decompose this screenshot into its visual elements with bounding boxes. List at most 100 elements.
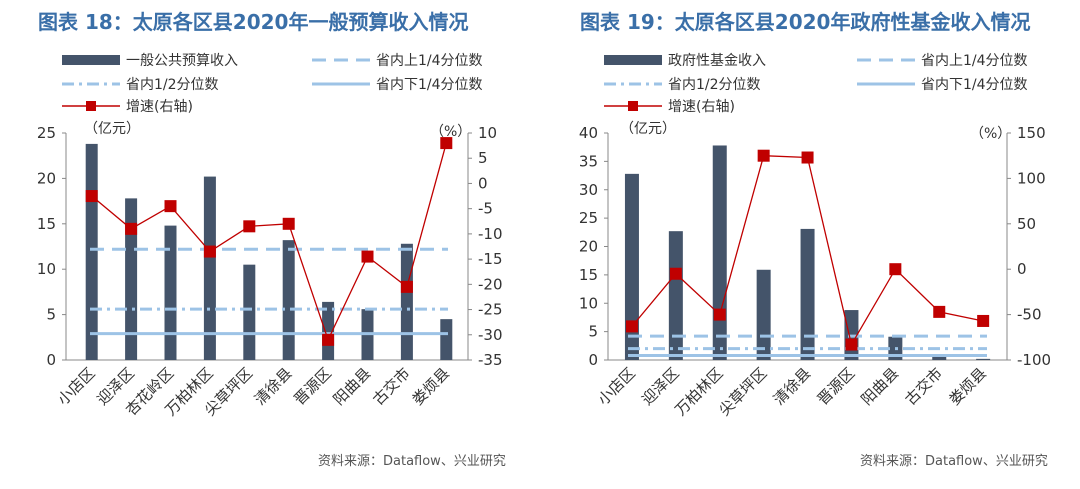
y-tick-label-right: -25 [478, 301, 503, 319]
growth-point [361, 250, 374, 263]
legend-swatch-bar [604, 55, 662, 65]
x-tick-label: 晋源区 [290, 364, 335, 409]
y-tick-label-right: 0 [1017, 260, 1027, 278]
y-tick-label-right: 100 [1017, 169, 1046, 187]
legend-swatch-marker [86, 101, 96, 111]
chart-panel-fund-revenue: 图表 19：太原各区县2020年政府性基金收入情况 政府性基金收入 省内上1/4分… [540, 0, 1080, 489]
x-tick-label: 清徐县 [251, 364, 296, 409]
growth-point [977, 314, 990, 327]
chart-title: 图表 19：太原各区县2020年政府性基金收入情况 [580, 10, 1031, 34]
legend-label: 省内1/2分位数 [668, 77, 761, 93]
source-note: 资料来源：Dataflow、兴业研究 [860, 454, 1048, 469]
y-tick-label-right: 10 [478, 124, 497, 142]
growth-point [801, 151, 814, 164]
x-tick-label: 娄烦县 [945, 364, 990, 409]
legend-label: 省内下1/4分位数 [376, 77, 483, 93]
growth-point [713, 308, 726, 321]
y-tick-label-left: 15 [37, 215, 56, 233]
x-tick-label: 古交市 [369, 364, 414, 409]
source-note: 资料来源：Dataflow、兴业研究 [318, 454, 506, 469]
y-tick-label-left: 10 [37, 260, 56, 278]
y-tick-label-left: 5 [46, 306, 56, 324]
y-tick-label-right: -5 [478, 200, 493, 218]
bar [85, 143, 98, 360]
legend-label: 省内下1/4分位数 [921, 77, 1028, 93]
x-tick-label: 小店区 [594, 364, 639, 409]
x-tick-label: 阳曲县 [330, 364, 375, 409]
bar [976, 358, 991, 360]
y-tick-label-left: 15 [579, 266, 598, 284]
y-tick-label-right: -50 [1017, 306, 1042, 324]
x-tick-label: 清徐县 [770, 364, 815, 409]
growth-point [164, 200, 177, 213]
legend-label: 增速(右轴) [126, 99, 193, 115]
growth-point [243, 220, 256, 233]
bar [243, 264, 256, 360]
y-tick-label-left: 10 [579, 294, 598, 312]
legend-label: 增速(右轴) [668, 99, 735, 115]
bar [125, 198, 138, 360]
legend-label: 省内上1/4分位数 [921, 53, 1028, 69]
y-tick-label-left: 0 [46, 351, 56, 369]
y-tick-label-left: 40 [579, 124, 598, 142]
x-tick-label: 万柏林区 [671, 364, 726, 419]
bar [932, 356, 947, 360]
x-tick-label: 小店区 [54, 364, 99, 409]
growth-point [889, 263, 902, 276]
y-tick-label-right: 0 [478, 174, 488, 192]
bar [756, 269, 771, 360]
growth-point [203, 245, 216, 258]
legend-swatch-bar [62, 55, 120, 65]
y-tick-label-right: 5 [478, 149, 488, 167]
y-tick-label-left: 20 [579, 238, 598, 256]
y-tick-label-left: 0 [588, 351, 598, 369]
growth-point [322, 333, 335, 346]
y-tick-label-right: -10 [478, 225, 503, 243]
growth-point [757, 149, 770, 162]
x-tick-label: 阳曲县 [858, 364, 903, 409]
y-tick-label-left: 20 [37, 169, 56, 187]
y-tick-label-right: 150 [1017, 124, 1046, 142]
y-axis-unit-left: （亿元） [84, 121, 140, 137]
growth-point [400, 280, 413, 293]
bar [203, 176, 216, 360]
y-tick-label-right: -20 [478, 275, 503, 293]
x-tick-label: 娄烦县 [409, 364, 454, 409]
legend-label: 一般公共预算收入 [126, 53, 238, 69]
chart-title: 图表 18：太原各区县2020年一般预算收入情况 [38, 10, 469, 34]
y-tick-label-left: 35 [579, 152, 598, 170]
x-tick-label: 尖草坪区 [715, 364, 770, 419]
growth-point [625, 320, 638, 333]
bar [712, 145, 727, 360]
y-axis-unit-right: （%） [970, 126, 1011, 142]
y-tick-label-right: -30 [478, 326, 503, 344]
y-tick-label-left: 25 [37, 124, 56, 142]
legend-label: 省内上1/4分位数 [376, 53, 483, 69]
bar [800, 228, 815, 360]
growth-point [845, 338, 858, 351]
y-tick-label-right: 50 [1017, 215, 1036, 233]
bar [624, 173, 639, 360]
legend-label: 政府性基金收入 [668, 52, 766, 69]
bar [440, 319, 453, 360]
y-axis-unit-right: （%） [430, 124, 471, 140]
x-tick-label: 晋源区 [814, 364, 859, 409]
growth-line [91, 142, 447, 342]
y-tick-label-right: -35 [478, 351, 503, 369]
growth-point [669, 267, 682, 280]
growth-point [282, 217, 295, 230]
legend-label: 省内1/2分位数 [126, 77, 219, 93]
bar [400, 243, 413, 360]
y-axis-unit-left: （亿元） [620, 121, 676, 137]
bar [282, 240, 295, 360]
y-tick-label-left: 5 [588, 323, 598, 341]
bar [164, 225, 177, 360]
y-tick-label-right: -15 [478, 250, 503, 268]
y-tick-label-right: -100 [1017, 351, 1051, 369]
chart-panel-general-budget: 图表 18：太原各区县2020年一般预算收入情况 一般公共预算收入 省内上1/4分… [37, 10, 506, 469]
bar [668, 231, 683, 360]
y-tick-label-left: 25 [579, 209, 598, 227]
growth-point [85, 190, 98, 203]
